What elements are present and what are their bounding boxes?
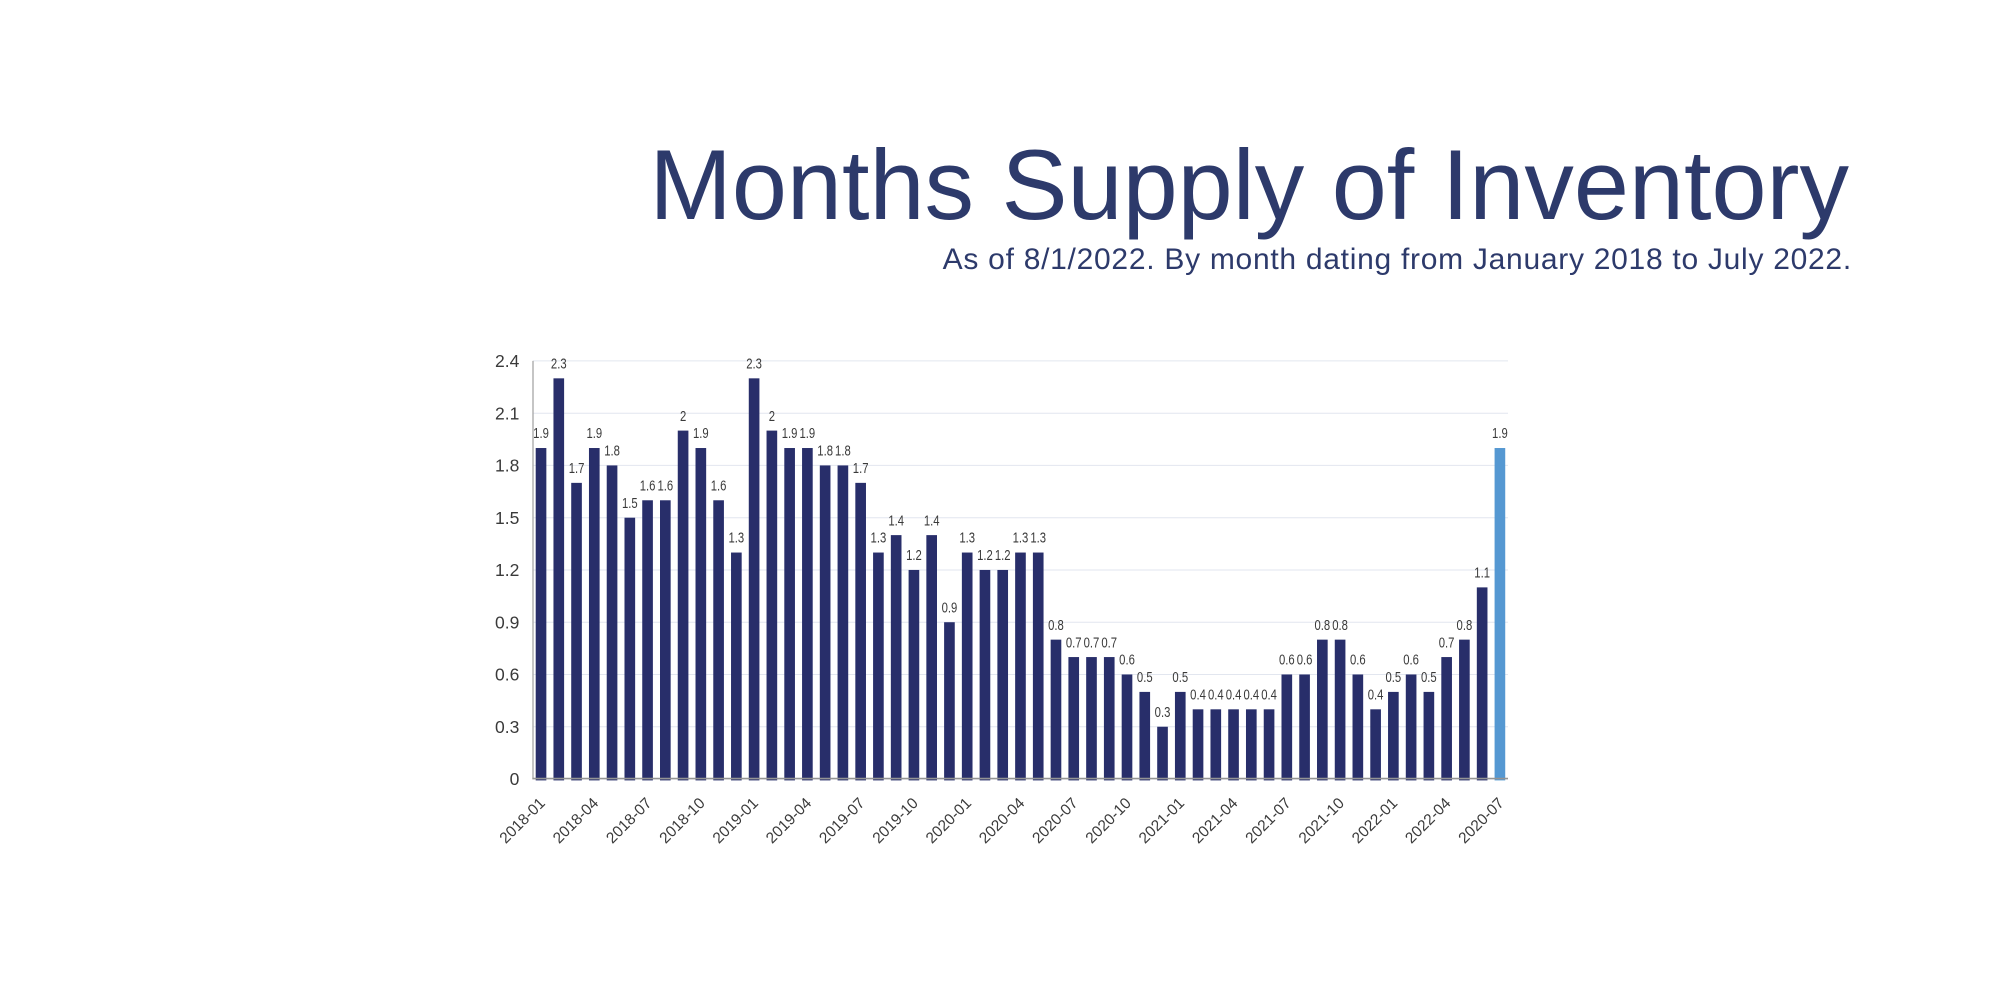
svg-text:0.5: 0.5 xyxy=(1172,670,1188,686)
svg-text:1.9: 1.9 xyxy=(693,426,709,442)
svg-text:2.3: 2.3 xyxy=(551,357,567,373)
svg-text:1.3: 1.3 xyxy=(1013,531,1029,547)
svg-text:1.4: 1.4 xyxy=(888,513,904,529)
svg-text:0: 0 xyxy=(510,769,520,789)
svg-text:0.5: 0.5 xyxy=(1137,670,1153,686)
svg-text:1.4: 1.4 xyxy=(924,513,940,529)
svg-text:0.8: 0.8 xyxy=(1332,618,1348,634)
svg-text:0.5: 0.5 xyxy=(1421,670,1437,686)
svg-text:1.2: 1.2 xyxy=(977,548,993,564)
svg-text:1.2: 1.2 xyxy=(995,548,1011,564)
svg-text:As of 8/1/2022. By month datin: As of 8/1/2022. By month dating from Jan… xyxy=(943,243,1852,276)
svg-text:1.9: 1.9 xyxy=(1492,426,1508,442)
svg-text:1.5: 1.5 xyxy=(622,496,638,512)
svg-text:0.8: 0.8 xyxy=(1048,618,1064,634)
svg-text:0.9: 0.9 xyxy=(495,612,519,632)
svg-text:0.6: 0.6 xyxy=(1403,653,1419,669)
svg-text:1.1: 1.1 xyxy=(1474,566,1490,582)
svg-text:0.7: 0.7 xyxy=(1066,635,1082,651)
svg-text:0.6: 0.6 xyxy=(1279,653,1295,669)
svg-text:0.4: 0.4 xyxy=(1208,688,1224,704)
svg-text:0.7: 0.7 xyxy=(1439,635,1455,651)
svg-text:0.4: 0.4 xyxy=(1226,688,1242,704)
svg-text:0.7: 0.7 xyxy=(1084,635,1100,651)
svg-text:1.3: 1.3 xyxy=(729,531,745,547)
svg-text:0.5: 0.5 xyxy=(1386,670,1402,686)
svg-text:0.6: 0.6 xyxy=(1350,653,1366,669)
svg-text:2.3: 2.3 xyxy=(746,357,762,373)
svg-text:2: 2 xyxy=(769,409,775,425)
svg-text:1.3: 1.3 xyxy=(959,531,975,547)
svg-text:1.8: 1.8 xyxy=(495,456,519,476)
svg-text:1.6: 1.6 xyxy=(657,478,673,494)
svg-text:1.5: 1.5 xyxy=(495,508,519,528)
svg-text:Months Supply of Inventory: Months Supply of Inventory xyxy=(649,129,1849,240)
svg-text:1.7: 1.7 xyxy=(569,461,585,477)
svg-text:0.4: 0.4 xyxy=(1190,688,1206,704)
svg-text:0.6: 0.6 xyxy=(495,665,519,685)
svg-text:1.9: 1.9 xyxy=(586,426,602,442)
svg-text:0.8: 0.8 xyxy=(1314,618,1330,634)
svg-text:0.6: 0.6 xyxy=(1297,653,1313,669)
svg-text:1.3: 1.3 xyxy=(1030,531,1046,547)
svg-text:1.8: 1.8 xyxy=(835,444,851,460)
svg-text:1.8: 1.8 xyxy=(817,444,833,460)
svg-text:0.4: 0.4 xyxy=(1261,688,1277,704)
svg-text:0.3: 0.3 xyxy=(1155,705,1171,721)
svg-text:2: 2 xyxy=(680,409,686,425)
svg-text:0.6: 0.6 xyxy=(1119,653,1135,669)
svg-text:1.7: 1.7 xyxy=(853,461,869,477)
svg-text:0.9: 0.9 xyxy=(942,600,958,616)
svg-text:1.9: 1.9 xyxy=(533,426,549,442)
svg-text:1.6: 1.6 xyxy=(640,478,656,494)
svg-text:2.4: 2.4 xyxy=(495,351,520,371)
svg-text:0.7: 0.7 xyxy=(1101,635,1117,651)
svg-text:0.4: 0.4 xyxy=(1243,688,1259,704)
svg-text:1.2: 1.2 xyxy=(906,548,922,564)
svg-text:0.8: 0.8 xyxy=(1457,618,1473,634)
svg-text:2.1: 2.1 xyxy=(495,403,519,423)
svg-text:0.3: 0.3 xyxy=(495,717,519,737)
svg-text:1.2: 1.2 xyxy=(495,560,519,580)
svg-text:1.6: 1.6 xyxy=(711,478,727,494)
svg-text:1.9: 1.9 xyxy=(800,426,816,442)
svg-text:0.4: 0.4 xyxy=(1368,688,1384,704)
svg-text:1.9: 1.9 xyxy=(782,426,798,442)
svg-text:1.8: 1.8 xyxy=(604,444,620,460)
svg-text:1.3: 1.3 xyxy=(871,531,887,547)
